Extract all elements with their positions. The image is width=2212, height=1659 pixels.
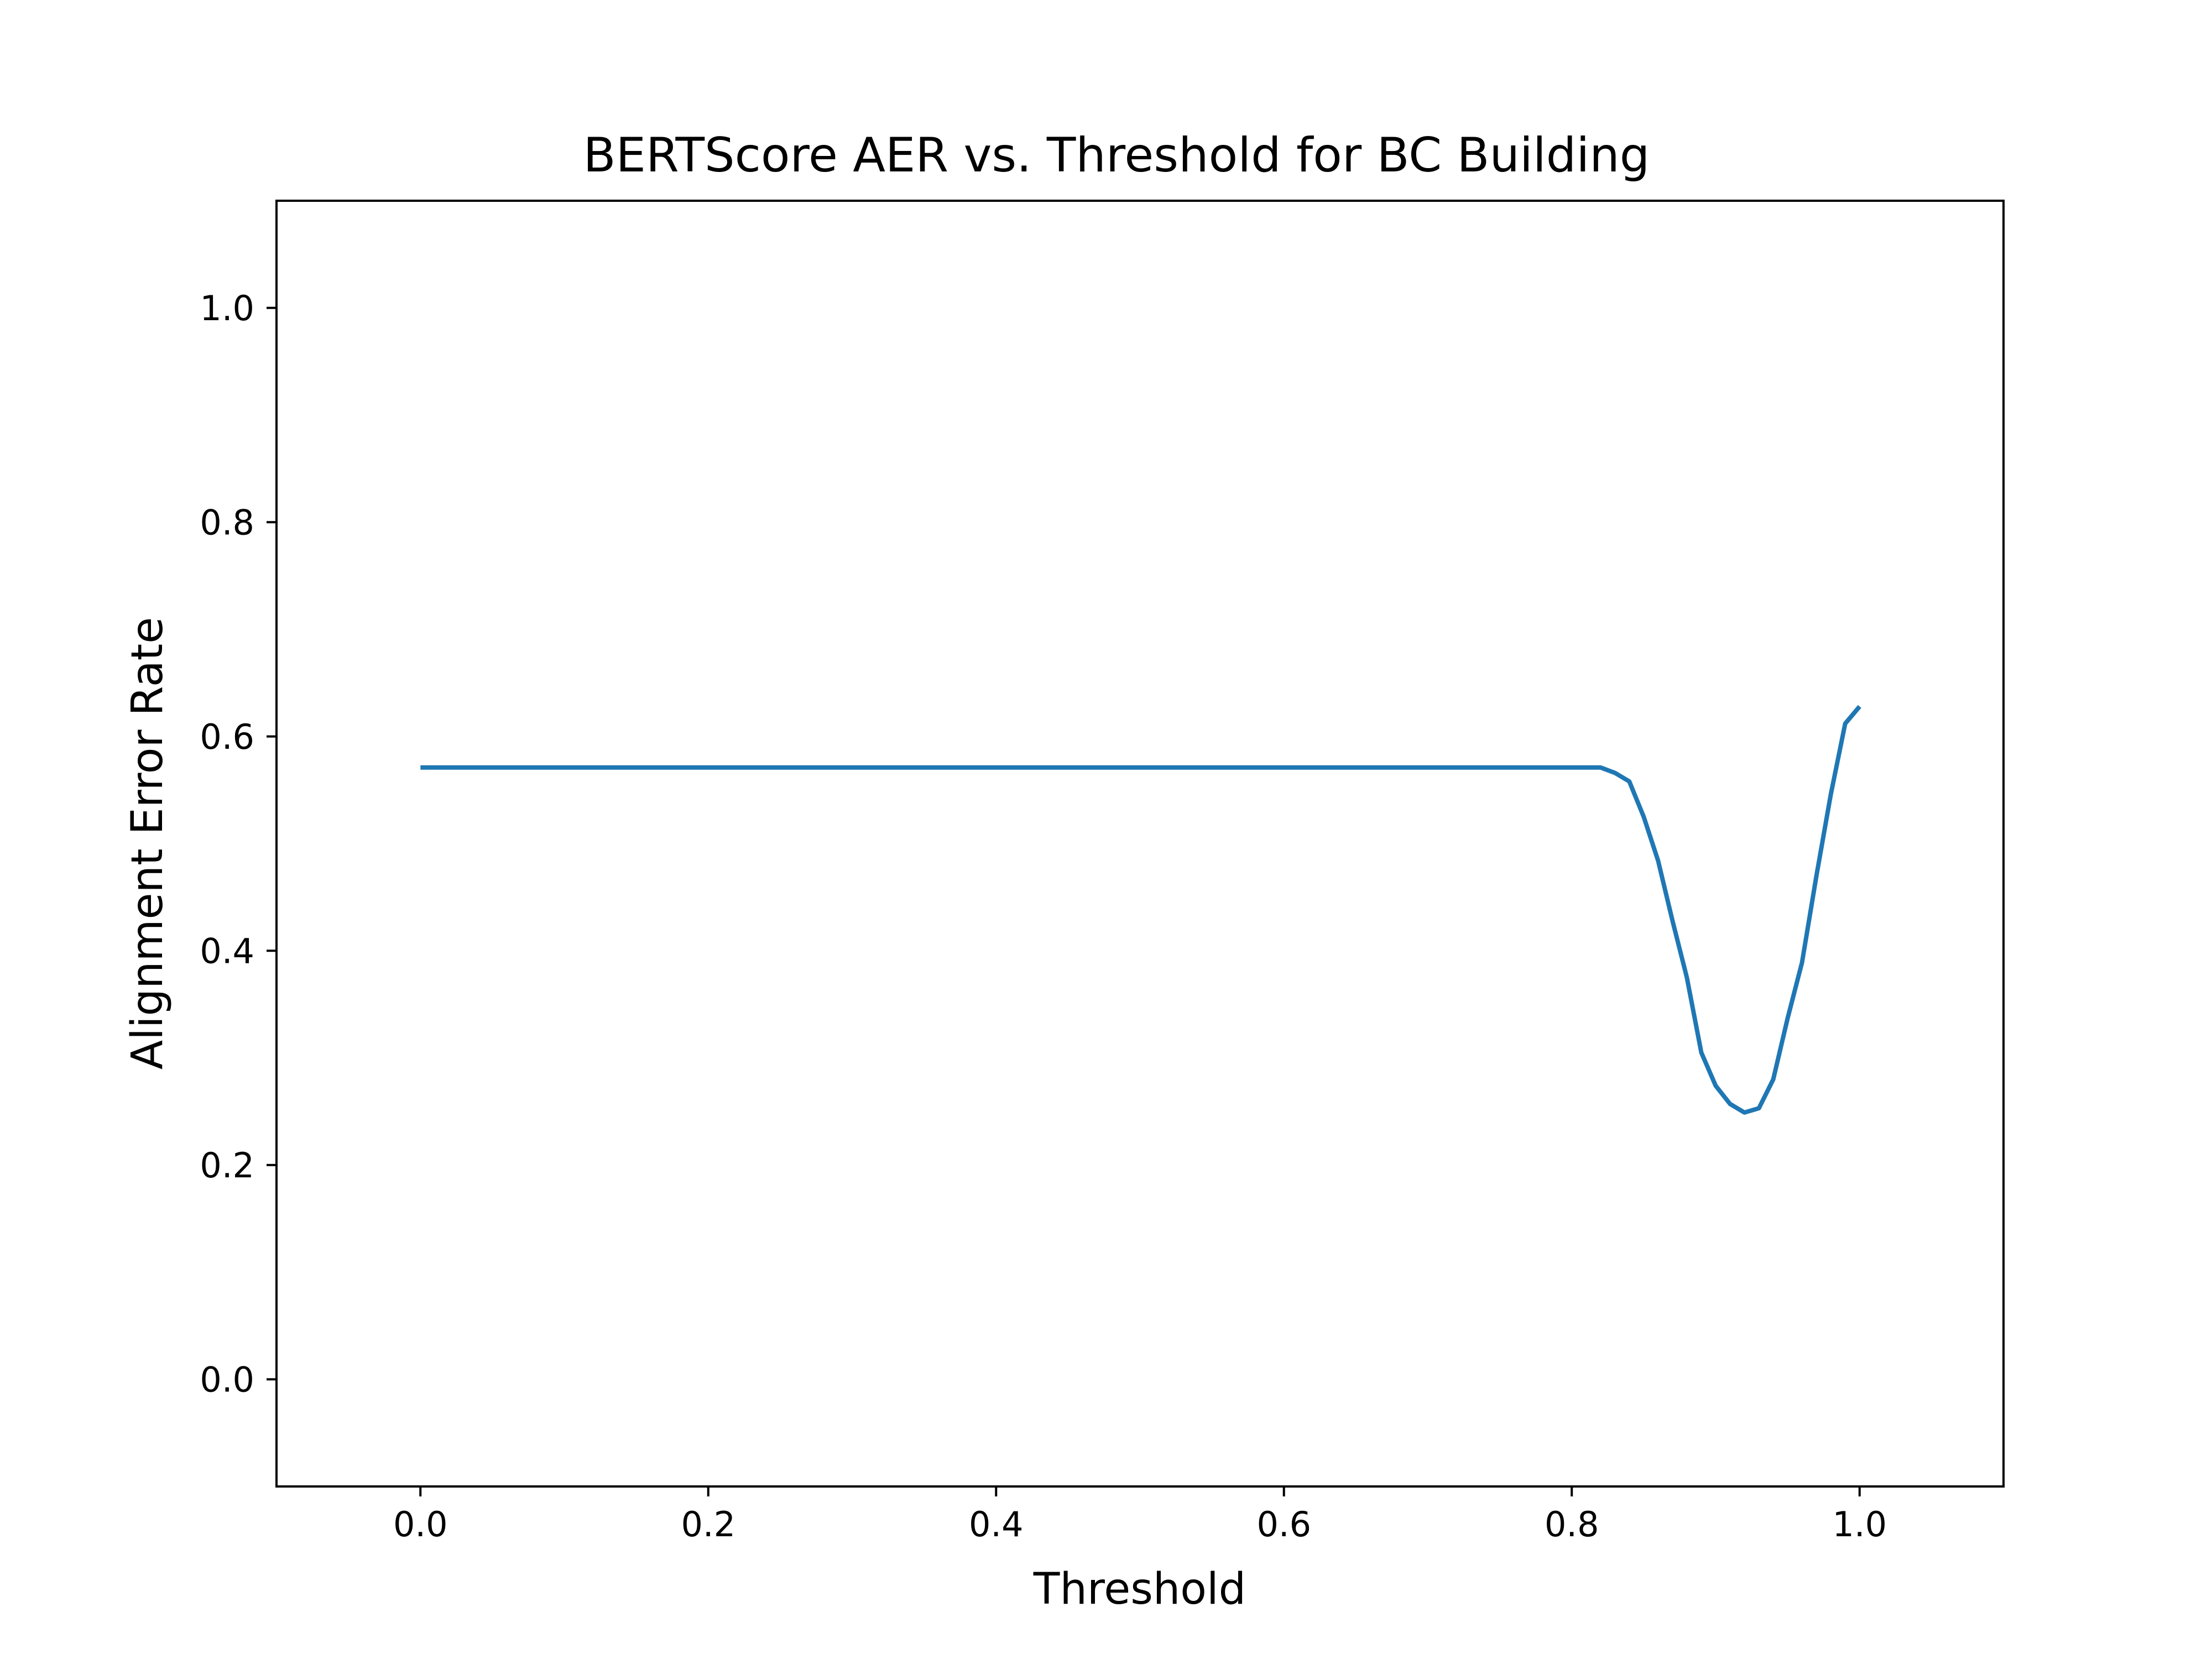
y-tick-label: 0.4 — [200, 931, 254, 971]
chart-title: BERTScore AER vs. Threshold for BC Build… — [583, 128, 1650, 183]
y-axis-ticks: 0.0 0.2 0.4 0.6 0.8 1.0 — [200, 288, 276, 1400]
x-tick-label: 0.2 — [681, 1504, 735, 1545]
y-tick-label: 0.0 — [200, 1359, 254, 1400]
y-tick-label: 1.0 — [200, 288, 254, 328]
series-line-0 — [420, 705, 1861, 1115]
x-tick-label: 1.0 — [1832, 1504, 1887, 1545]
plot-area — [420, 705, 1861, 1115]
x-axis-label: Threshold — [1033, 1564, 1246, 1614]
y-tick-label: 0.6 — [200, 717, 254, 757]
x-axis-ticks: 0.0 0.2 0.4 0.6 0.8 1.0 — [393, 1486, 1887, 1545]
y-tick-label: 0.2 — [200, 1145, 254, 1186]
x-tick-label: 0.8 — [1545, 1504, 1599, 1545]
x-tick-label: 0.4 — [969, 1504, 1024, 1545]
y-tick-label: 0.8 — [200, 502, 254, 542]
y-axis-label: Alignment Error Rate — [123, 617, 173, 1070]
axes-frame — [275, 200, 2005, 1488]
x-tick-label: 0.0 — [393, 1504, 448, 1545]
x-tick-label: 0.6 — [1256, 1504, 1311, 1545]
